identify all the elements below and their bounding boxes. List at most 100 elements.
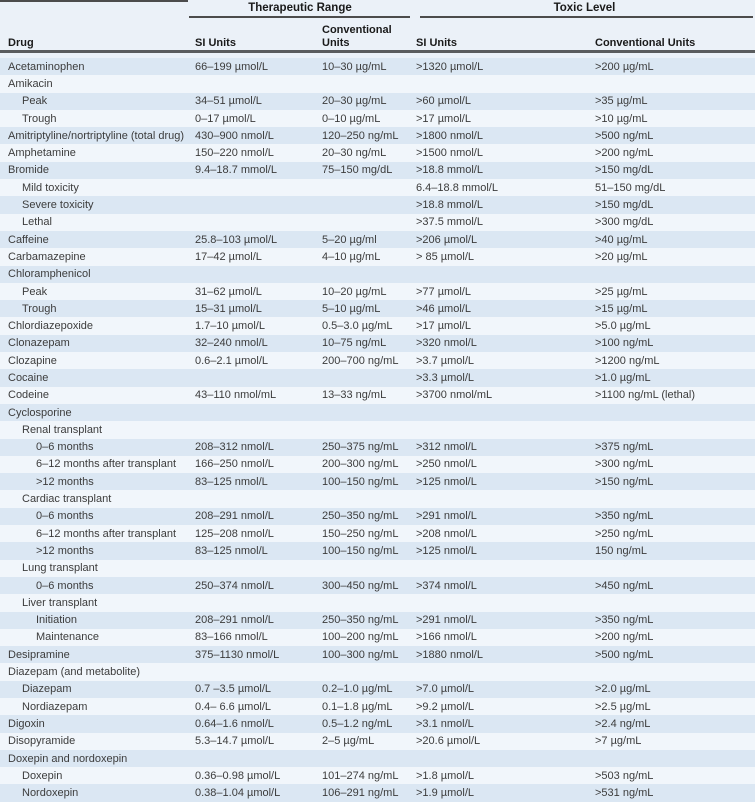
table-row: Bromide 9.4–18.7 mmol/L 75–150 mg/dL >18… (0, 161, 755, 180)
table-row: Nordiazepam 0.4– 6.6 µmol/L 0.1–1.8 µg/m… (0, 697, 755, 716)
toxic-conventional-cell: >350 ng/mL (595, 510, 654, 523)
toxic-si-cell: >60 µmol/L (416, 95, 471, 108)
therapeutic-si-cell: 83–166 nmol/L (195, 631, 268, 644)
therapeutic-si-cell: 0–17 µmol/L (195, 112, 256, 125)
toxic-si-cell: > 85 µmol/L (416, 250, 475, 263)
toxic-conventional-cell: >2.0 µg/mL (595, 683, 651, 696)
table-row: Cyclosporine (0, 403, 755, 422)
toxic-conventional-cell: >20 µg/mL (595, 250, 648, 263)
therapeutic-conventional-cell: 2–5 µg/mL (322, 735, 375, 748)
drug-cell: Amikacin (8, 77, 53, 90)
therapeutic-conventional-cell: 100–300 ng/mL (322, 648, 399, 661)
therapeutic-si-cell: 9.4–18.7 mmol/L (195, 164, 277, 177)
table-row: Doxepin 0.36–0.98 µmol/L 101–274 ng/mL >… (0, 767, 755, 785)
therapeutic-conventional-cell: 300–450 ng/mL (322, 579, 399, 592)
therapeutic-si-cell: 0.7 –3.5 µmol/L (195, 683, 272, 696)
column-headers-row: Drug SI Units Conventional Units SI Unit… (0, 24, 755, 50)
table-row: Diazepam (and metabolite) (0, 663, 755, 681)
therapeutic-si-cell: 25.8–103 µmol/L (195, 233, 278, 246)
therapeutic-si-cell: 83–125 nmol/L (195, 544, 268, 557)
toxic-conventional-cell: >10 µg/mL (595, 112, 648, 125)
drug-cell: Amphetamine (8, 147, 76, 160)
therapeutic-si-cell: 32–240 nmol/L (195, 337, 268, 350)
therapeutic-si-cell: 66–199 µmol/L (195, 60, 268, 73)
toxic-conventional-cell: >7 µg/mL (595, 735, 642, 748)
table-row: 0–6 months 208–312 nmol/L 250–375 ng/mL … (0, 438, 755, 456)
drug-cell: Doxepin (22, 769, 63, 782)
drug-cell: Chloramphenicol (8, 268, 91, 281)
therapeutic-conventional-cell: 150–250 ng/mL (322, 527, 399, 540)
therapeutic-si-cell: 208–312 nmol/L (195, 441, 274, 454)
table-row: Carbamazepine 17–42 µmol/L 4–10 µg/mL > … (0, 248, 755, 266)
therapeutic-range-rule (189, 16, 410, 18)
drug-cell: Disopyramide (8, 735, 76, 748)
table-row: Amphetamine 150–220 nmol/L 20–30 ng/mL >… (0, 144, 755, 162)
therapeutic-conventional-cell: 101–274 ng/mL (322, 769, 399, 782)
toxic-conventional-cell: 150 ng/mL (595, 544, 647, 557)
drug-cell: Diazepam (and metabolite) (8, 666, 141, 679)
therapeutic-si-cell: 43–110 nmol/mL (195, 389, 277, 402)
toxic-si-cell: >1.8 µmol/L (416, 769, 475, 782)
toxic-conventional-cell: >25 µg/mL (595, 285, 648, 298)
toxic-conventional-cell: >1.0 µg/mL (595, 371, 651, 384)
toxic-level-rule (420, 16, 753, 18)
table-row: Lung transplant (0, 559, 755, 577)
therapeutic-conventional-cell: 5–10 µg/mL (322, 302, 381, 315)
drug-cell: 0–6 months (36, 579, 94, 592)
therapeutic-conventional-cell: 10–20 µg/mL (322, 285, 387, 298)
drug-cell: Lung transplant (22, 562, 98, 575)
toxic-si-cell: >17 µmol/L (416, 320, 471, 333)
drug-cell: Trough (22, 302, 57, 315)
table-row: Nordoxepin 0.38–1.04 µmol/L 106–291 ng/m… (0, 784, 755, 802)
toxic-conventional-cell: >500 ng/mL (595, 648, 654, 661)
toxic-si-cell: >125 nmol/L (416, 544, 477, 557)
table-header: Therapeutic Range Toxic Level Drug SI Un… (0, 0, 755, 58)
drug-cell: Diazepam (22, 683, 72, 696)
toxic-conventional-cell: >100 ng/mL (595, 337, 654, 350)
column-header-drug: Drug (8, 37, 34, 49)
toxic-si-cell: >1880 nmol/L (416, 648, 483, 661)
toxic-si-cell: >166 nmol/L (416, 631, 477, 644)
table-row: Disopyramide 5.3–14.7 µmol/L 2–5 µg/mL >… (0, 732, 755, 750)
therapeutic-conventional-cell: 10–30 µg/mL (322, 60, 387, 73)
therapeutic-conventional-cell: 20–30 ng/mL (322, 147, 387, 160)
therapeutic-si-cell: 34–51 µmol/L (195, 95, 262, 108)
therapeutic-conventional-cell: 250–350 ng/mL (322, 614, 399, 627)
drug-cell: Digoxin (8, 717, 45, 730)
toxic-si-cell: >291 nmol/L (416, 614, 477, 627)
therapeutic-conventional-cell: 10–75 ng/mL (322, 337, 387, 350)
table-row: Caffeine 25.8–103 µmol/L 5–20 µg/ml >206… (0, 230, 755, 249)
table-row: Chloramphenicol (0, 265, 755, 283)
table-row: Diazepam 0.7 –3.5 µmol/L 0.2–1.0 µg/mL >… (0, 680, 755, 698)
table-row: Lethal >37.5 mmol/L >300 mg/dL (0, 213, 755, 231)
toxic-conventional-cell: >2.4 ng/mL (595, 717, 651, 730)
therapeutic-conventional-cell: 20–30 µg/mL (322, 95, 387, 108)
therapeutic-conventional-cell: 100–200 ng/mL (322, 631, 399, 644)
drug-cell: Initiation (36, 614, 77, 627)
toxic-si-cell: >312 nmol/L (416, 441, 477, 454)
therapeutic-conventional-cell: 100–150 ng/mL (322, 475, 399, 488)
toxic-si-cell: >3.3 µmol/L (416, 371, 475, 384)
therapeutic-si-cell: 125–208 nmol/L (195, 527, 274, 540)
therapeutic-si-cell: 166–250 nmol/L (195, 458, 274, 471)
therapeutic-conventional-cell: 0.5–1.2 ng/mL (322, 717, 393, 730)
drug-cell: Desipramine (8, 648, 70, 661)
table-row: Initiation 208–291 nmol/L 250–350 ng/mL … (0, 611, 755, 629)
therapeutic-si-cell: 0.36–0.98 µmol/L (195, 769, 281, 782)
drug-cell: 0–6 months (36, 510, 94, 523)
toxic-si-cell: 6.4–18.8 mmol/L (416, 181, 498, 194)
table-row: Peak 31–62 µmol/L 10–20 µg/mL >77 µmol/L… (0, 282, 755, 301)
drug-cell: >12 months (36, 544, 94, 557)
toxic-si-cell: >46 µmol/L (416, 302, 471, 315)
toxic-conventional-cell: >200 µg/mL (595, 60, 654, 73)
drug-cell: 6–12 months after transplant (36, 458, 177, 471)
toxic-si-cell: >17 µmol/L (416, 112, 471, 125)
therapeutic-conventional-cell: 106–291 ng/mL (322, 787, 399, 800)
therapeutic-conventional-cell: 250–350 ng/mL (322, 510, 399, 523)
drug-cell: Nordoxepin (22, 787, 79, 800)
table-row: Clonazepam 32–240 nmol/L 10–75 ng/mL >32… (0, 334, 755, 353)
drug-cell: Maintenance (36, 631, 99, 644)
drug-cell: Carbamazepine (8, 250, 86, 263)
table-row: Amitriptyline/nortriptyline (total drug)… (0, 127, 755, 145)
